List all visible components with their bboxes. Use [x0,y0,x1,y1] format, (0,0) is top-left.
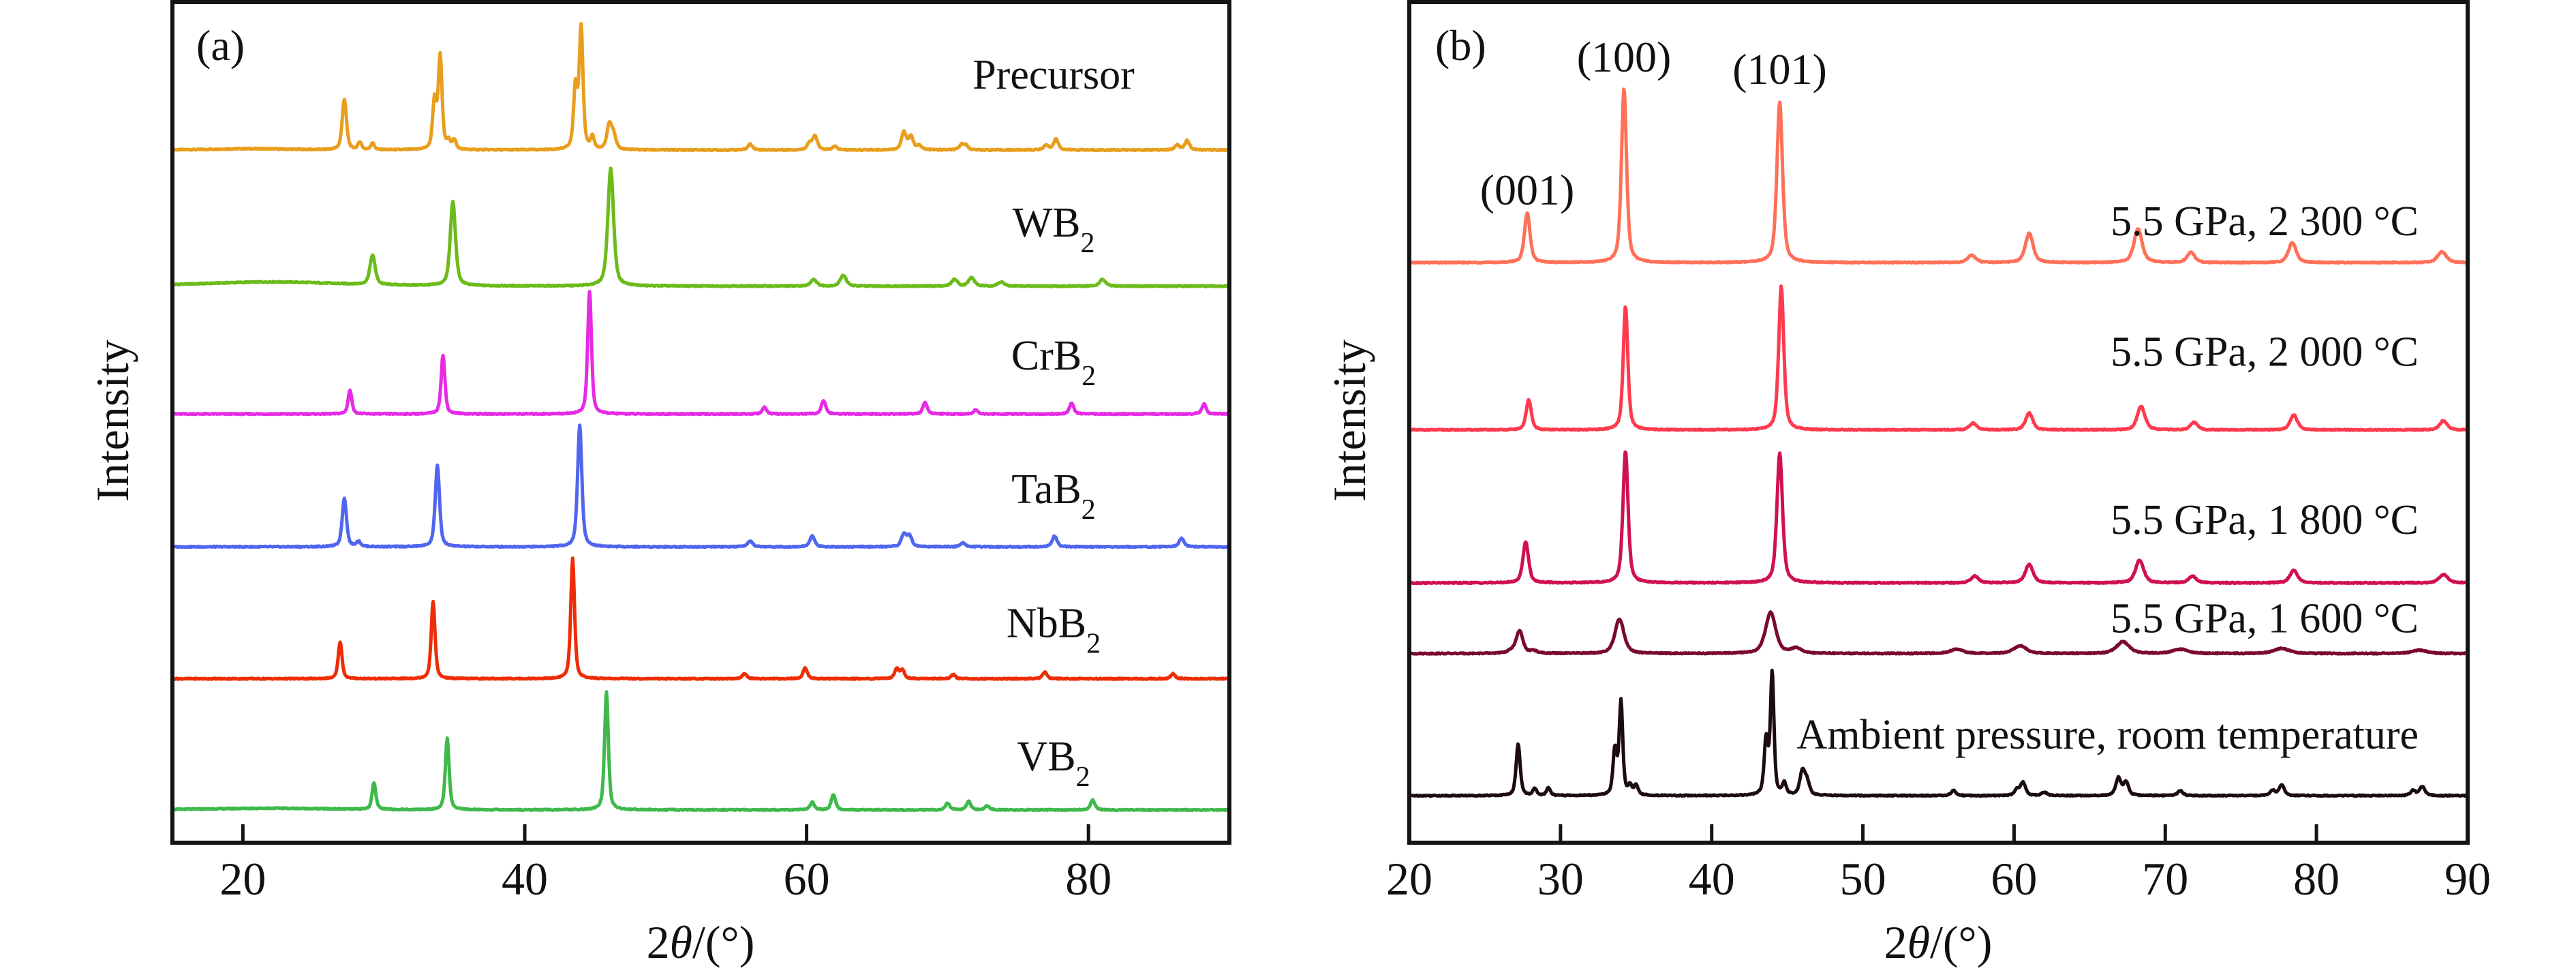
panel-b-x-ticks [1559,824,2318,843]
series-label-formula: Precursor [972,52,1135,98]
x-axis-title-prefix: 2 [647,916,670,968]
panel-b-x-tick-labels: 20 30 40 50 60 70 80 90 [1386,853,2491,905]
trace-5-5-gpa-2-300-c [1407,87,2470,265]
series-label-subscript: 2 [1086,629,1101,660]
series-label: VB2 [1017,734,1090,793]
x-axis-title-theta: θ [670,916,692,968]
panel-b-tag: (b) [1435,21,1486,70]
panel-b-traces [1407,87,2470,798]
x-tick-label: 60 [1991,853,2037,905]
trace-ambient-pressure-room-temperature [1407,668,2470,798]
peak-annotation: (100) [1577,33,1672,81]
series-label-subscript: 2 [1080,228,1094,259]
panel-b-frame [1407,0,2470,845]
trace-crb2 [170,290,1231,417]
peak-annotation: (101) [1732,45,1827,93]
panel-a-traces [170,22,1231,813]
x-tick-label: 70 [2142,853,2188,905]
series-label-formula: TaB [1011,466,1081,513]
x-tick-label: 40 [1689,853,1735,905]
trace-wb2 [170,166,1231,288]
trace-5-5-gpa-2-000-c [1407,284,2470,432]
series-label-formula: CrB [1011,333,1082,379]
x-tick-label: 60 [784,853,830,905]
panel-b-y-axis-title: Intensity [1323,340,1375,502]
trace-nbb2 [170,556,1231,681]
series-label: Precursor [972,52,1135,98]
peak-annotation: (001) [1480,166,1575,214]
trace-tab2 [170,423,1231,550]
series-label: 5.5 GPa, 2 300 °C [2111,198,2419,245]
x-axis-title-prefix: 2 [1884,916,1907,968]
x-tick-label: 40 [502,853,548,905]
x-axis-title-suffix: /(°) [692,916,754,968]
series-label-formula: WB [1013,200,1081,246]
x-axis-title-suffix: /(°) [1930,916,1992,968]
panel-b-x-axis-title: 2θ/(°) [1884,916,1993,968]
x-tick-label: 30 [1537,853,1584,905]
panel-a-tag: (a) [196,21,245,70]
panel-a-y-axis-title: Intensity [87,340,138,502]
series-label-subscript: 2 [1076,762,1090,793]
panel-a-x-axis-title: 2θ/(°) [647,916,755,968]
series-label: 5.5 GPa, 2 000 °C [2111,329,2419,376]
series-label-subscript: 2 [1082,494,1096,526]
series-label-formula: NbB [1007,601,1086,647]
series-label: Ambient pressure, room temperature [1797,712,2419,758]
trace-precursor [170,22,1231,153]
x-tick-label: 20 [219,853,266,905]
series-label-subscript: 2 [1082,361,1096,392]
x-tick-label: 80 [1065,853,1111,905]
panel-a-x-tick-labels: 20 40 60 80 [219,853,1111,905]
trace-vb2 [170,690,1231,813]
trace-5-5-gpa-1-600-c [1407,610,2470,656]
series-label-formula: VB [1017,734,1075,780]
panel-a-x-ticks [241,824,1090,843]
panel-b-series-labels: 5.5 GPa, 2 300 °C 5.5 GPa, 2 000 °C 5.5 GP… [1797,198,2419,758]
series-label: CrB2 [1011,333,1096,392]
x-tick-label: 20 [1386,853,1432,905]
series-label: 5.5 GPa, 1 800 °C [2111,497,2419,543]
x-axis-title-theta: θ [1907,916,1930,968]
x-tick-label: 80 [2293,853,2340,905]
series-label: NbB2 [1007,601,1101,660]
trace-5-5-gpa-1-800-c [1407,450,2470,586]
panel-b: 20 30 40 50 60 70 80 90 5.5 GPa, 2 300 °C5.5 GP… [1323,0,2491,968]
series-label: TaB2 [1011,466,1095,526]
series-label: 5.5 GPa, 1 600 °C [2111,596,2419,642]
panel-b-peak-annotations: (001) (100) (101) [1480,33,1827,214]
panel-a-frame [170,0,1231,845]
x-tick-label: 90 [2444,853,2491,905]
x-tick-label: 50 [1840,853,1886,905]
series-label: WB2 [1013,200,1095,259]
